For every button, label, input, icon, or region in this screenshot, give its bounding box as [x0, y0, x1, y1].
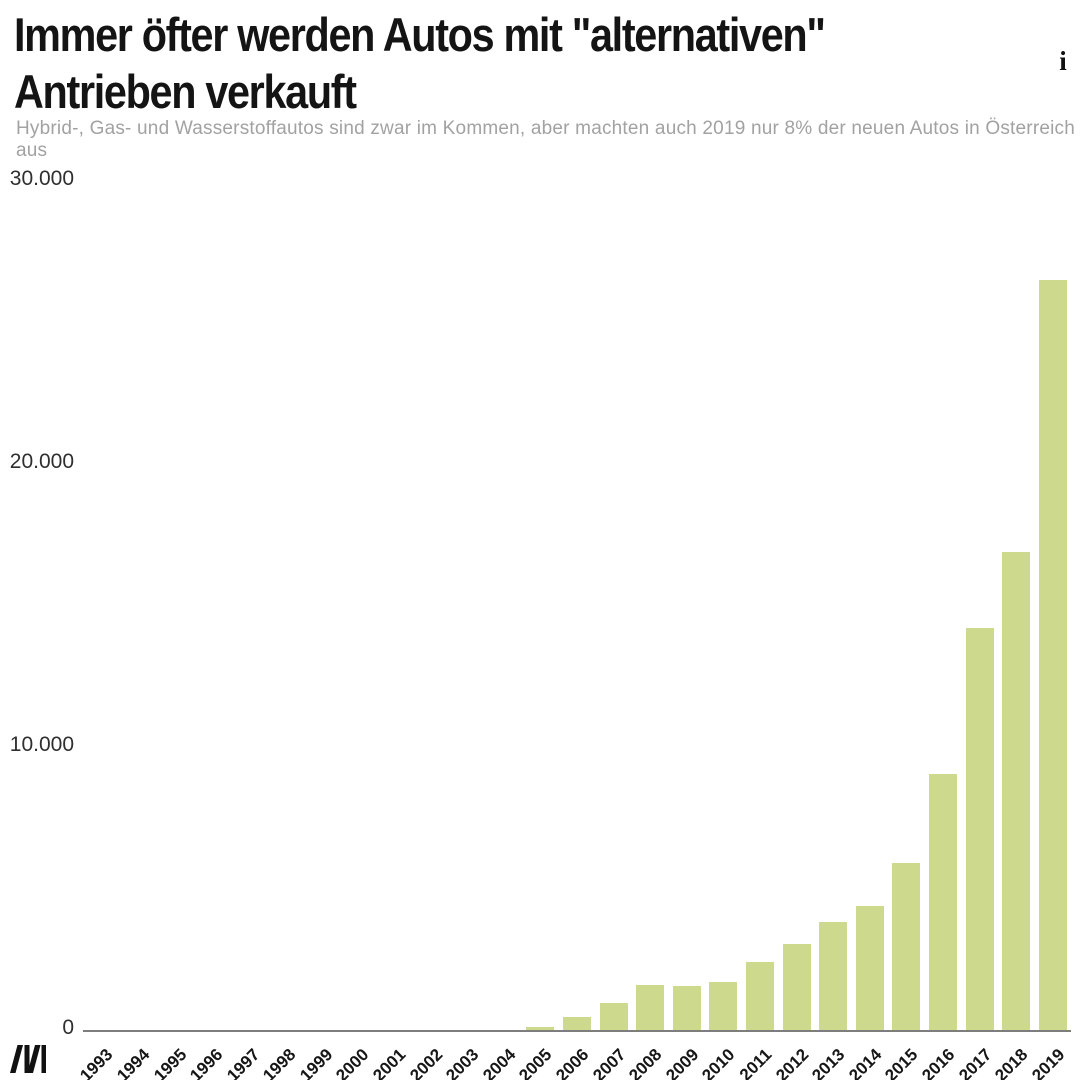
bar-2011[interactable] — [746, 962, 774, 1030]
y-tick-0: 0 — [62, 1016, 74, 1039]
addendum-logo — [10, 1045, 46, 1073]
bar-2019[interactable] — [1038, 280, 1067, 1030]
bar-2008[interactable] — [636, 985, 665, 1030]
bar-2018[interactable] — [1002, 551, 1031, 1030]
y-tick-30.000: 30.000 — [9, 167, 74, 190]
page-title: Immer öfter werden Autos mit "alternativ… — [14, 8, 826, 118]
bar-2005[interactable] — [526, 1027, 555, 1030]
bar-2012[interactable] — [782, 944, 811, 1030]
chart-subtitle: Hybrid-, Gas- und Wasserstoffautos sind … — [16, 118, 1076, 161]
bar-2016[interactable] — [928, 773, 957, 1030]
bar-2013[interactable] — [819, 921, 848, 1030]
bar-2009[interactable] — [672, 986, 701, 1030]
bar-2010[interactable] — [709, 982, 738, 1030]
x-axis-line — [83, 1030, 1071, 1032]
bar-2014[interactable] — [855, 905, 884, 1030]
y-tick-10.000: 10.000 — [9, 733, 74, 756]
bar-2015[interactable] — [892, 863, 921, 1030]
bar-2007[interactable] — [599, 1003, 628, 1030]
bar-2017[interactable] — [965, 628, 994, 1030]
info-icon[interactable]: i — [1050, 46, 1076, 76]
x-tick-1993: 1993 — [76, 1045, 117, 1080]
y-tick-20.000: 20.000 — [9, 450, 74, 473]
bar-2006[interactable] — [563, 1017, 591, 1030]
